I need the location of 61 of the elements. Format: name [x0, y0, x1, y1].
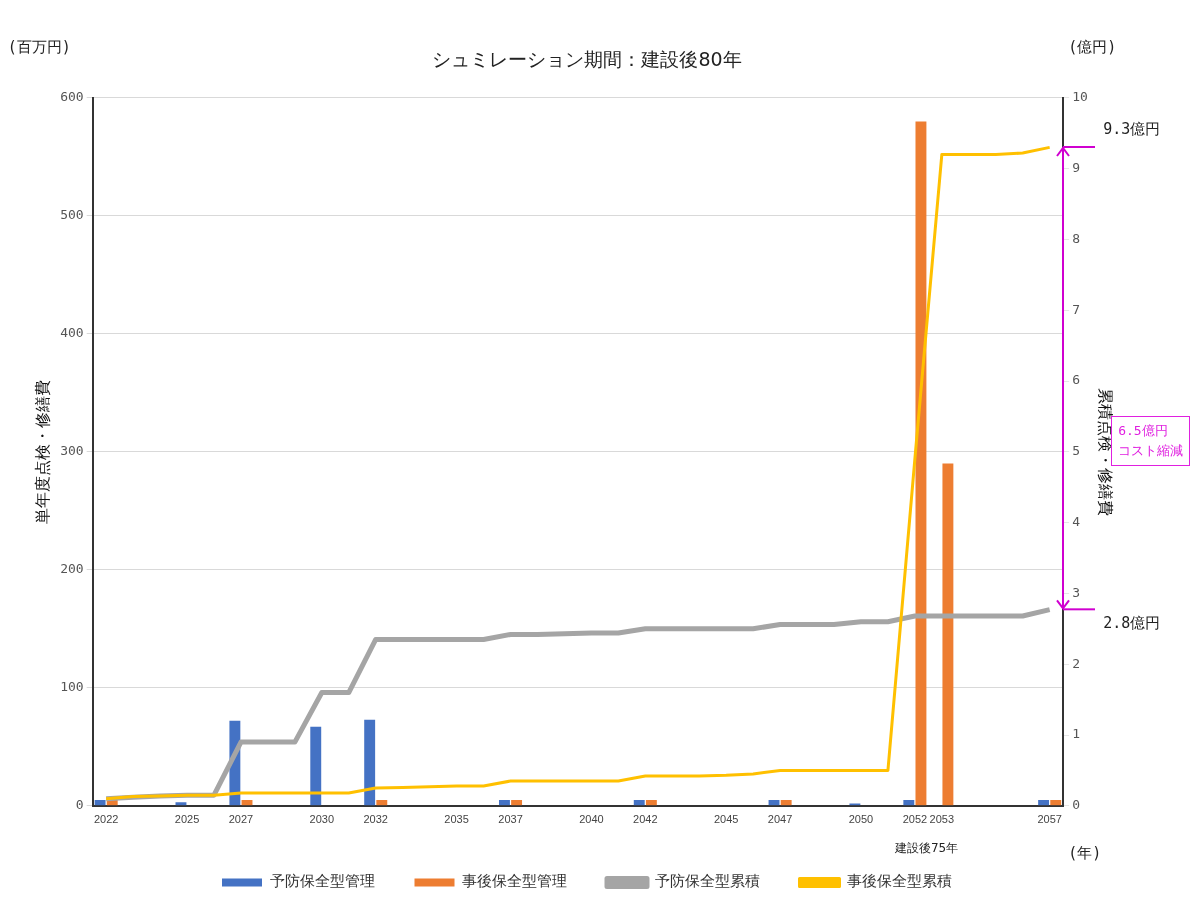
y2-tick-label: 6 [1072, 372, 1080, 388]
y-tick-label: 400 [60, 325, 84, 341]
chart-title: シュミレーション期間：建設後80年 [432, 48, 742, 71]
x-tick-label: 2037 [498, 813, 523, 826]
x-tick-label: 2040 [579, 813, 604, 826]
legend-label: 予防保全型管理 [269, 872, 375, 891]
bar [915, 121, 927, 806]
text: 2.8億円 [1103, 613, 1161, 633]
y-tick-label: 0 [75, 797, 84, 813]
bar [94, 799, 106, 806]
bar [376, 799, 388, 806]
y2-tick-label: 9 [1072, 159, 1080, 175]
x-tick-label: 2047 [767, 813, 793, 826]
x-tick-label: 2027 [228, 813, 254, 826]
x-tick-label: 2022 [93, 813, 119, 826]
bar [511, 799, 523, 806]
text: (億円) [1068, 37, 1117, 57]
legend-label: 予防保全型累積 [654, 872, 760, 891]
bar [903, 799, 915, 806]
text: 建設後75年 [894, 839, 959, 857]
y2-tick-label: 8 [1072, 230, 1080, 246]
bar [364, 719, 376, 806]
y2-tick-label: 2 [1072, 655, 1080, 671]
y-tick-label: 600 [60, 89, 84, 105]
legend-label: 事後保全型累積 [847, 872, 952, 891]
x-tick-label: 2025 [174, 813, 200, 826]
y2-tick-label: 5 [1072, 443, 1080, 459]
y2-tick-label: 4 [1072, 513, 1081, 529]
y2-tick-label: 7 [1072, 301, 1080, 317]
x-tick-label: 2045 [713, 813, 739, 826]
y2-tick-label: 10 [1072, 89, 1088, 105]
x-tick-label: 2032 [363, 813, 388, 826]
x-tick-label: 2030 [309, 813, 335, 826]
x-tick-label: 2057 [1037, 813, 1062, 826]
y-tick-label: 200 [60, 561, 84, 577]
x-tick-label: 2052 [902, 813, 928, 826]
x-tick-label: 2053 [929, 813, 955, 826]
bar [499, 799, 510, 806]
bar [942, 463, 954, 806]
bar [175, 802, 187, 806]
y2-tick-label: 3 [1072, 584, 1080, 600]
y2-tick-label: 0 [1072, 797, 1080, 813]
bar [780, 799, 792, 806]
text: 9.3億円 [1103, 120, 1161, 140]
x-tick-label: 2042 [633, 813, 658, 826]
y2-tick-label: 1 [1072, 726, 1080, 742]
y-tick-label: 100 [60, 679, 84, 695]
bar [1050, 799, 1062, 806]
x-tick-label: 2035 [444, 813, 469, 826]
y-axis-title: 単年度点検・修繕費 [32, 379, 52, 524]
bar [645, 799, 657, 806]
text: (年) [1068, 843, 1102, 863]
y-tick-label: 500 [60, 207, 84, 223]
y-tick-label: 300 [60, 443, 84, 459]
text: (百万円) [7, 37, 71, 57]
legend-label: 事後保全型管理 [462, 872, 567, 891]
text: 6.5億円コスト縮減 [1118, 422, 1184, 458]
bar [1038, 799, 1050, 806]
bar [633, 799, 645, 806]
x-tick-label: 2050 [848, 813, 874, 826]
bar [310, 726, 322, 806]
